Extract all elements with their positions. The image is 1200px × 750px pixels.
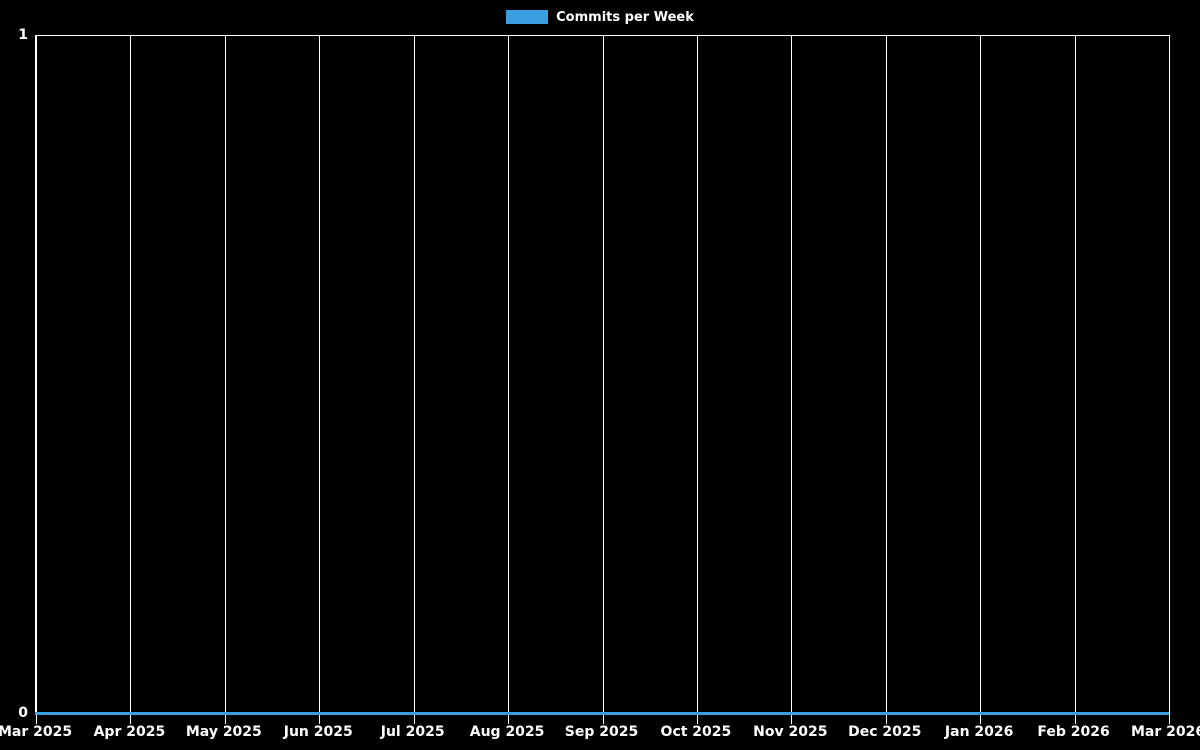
gridline-vertical [319, 36, 320, 714]
x-axis-tickmark [319, 714, 320, 724]
gridline-vertical [697, 36, 698, 714]
x-axis-tick-label: Dec 2025 [848, 724, 922, 740]
gridline-vertical [225, 36, 226, 714]
x-axis-tick-label: Jul 2025 [380, 724, 445, 740]
x-axis-tickmark [1075, 714, 1076, 724]
gridline-vertical [508, 36, 509, 714]
gridline-vertical [791, 36, 792, 714]
x-axis-tickmark [980, 714, 981, 724]
x-axis-tickmark [1169, 714, 1170, 724]
legend-entry-label: Commits per Week [556, 9, 694, 25]
x-axis-tickmark [414, 714, 415, 724]
legend-color-swatch-icon [506, 10, 549, 24]
x-axis-tickmark [603, 714, 604, 724]
gridline-vertical [414, 36, 415, 714]
x-axis-tick-label: Sep 2025 [564, 724, 639, 740]
gridline-vertical [980, 36, 981, 714]
x-axis-tickmark [791, 714, 792, 724]
gridline-vertical [886, 36, 887, 714]
gridline-vertical [130, 36, 131, 714]
gridline-vertical [1169, 36, 1170, 714]
x-axis-tickmark [36, 714, 37, 724]
x-axis-tick-label: Jan 2026 [944, 724, 1014, 740]
x-axis-tick-label: Aug 2025 [469, 724, 545, 740]
y-axis-tick-label-max: 1 [18, 27, 28, 43]
x-axis-tickmark [225, 714, 226, 724]
x-axis-tick-label: Mar 2026 [1130, 724, 1200, 740]
x-axis-tickmark [697, 714, 698, 724]
x-axis-tick-label: Mar 2025 [0, 724, 73, 740]
x-axis-tick-label: Apr 2025 [93, 724, 166, 740]
gridline-vertical [1075, 36, 1076, 714]
x-axis-tickmark [130, 714, 131, 724]
x-axis-tick-label: Feb 2026 [1037, 724, 1110, 740]
gridline-vertical [36, 36, 37, 714]
y-axis-tick-label-min: 0 [18, 705, 28, 721]
x-axis-tick-label: May 2025 [185, 724, 262, 740]
series-line-commits-per-week [35, 712, 1169, 715]
gridline-vertical [603, 36, 604, 714]
legend-entry[interactable]: Commits per Week [506, 10, 694, 24]
plot-area [35, 35, 1170, 724]
x-axis-tickmark [886, 714, 887, 724]
x-axis-tick-label: Jun 2025 [283, 724, 353, 740]
x-axis-tickmark [508, 714, 509, 724]
x-axis-tick-label: Nov 2025 [753, 724, 828, 740]
x-axis-tick-label: Oct 2025 [660, 724, 732, 740]
chart-legend: Commits per Week [0, 6, 1200, 28]
